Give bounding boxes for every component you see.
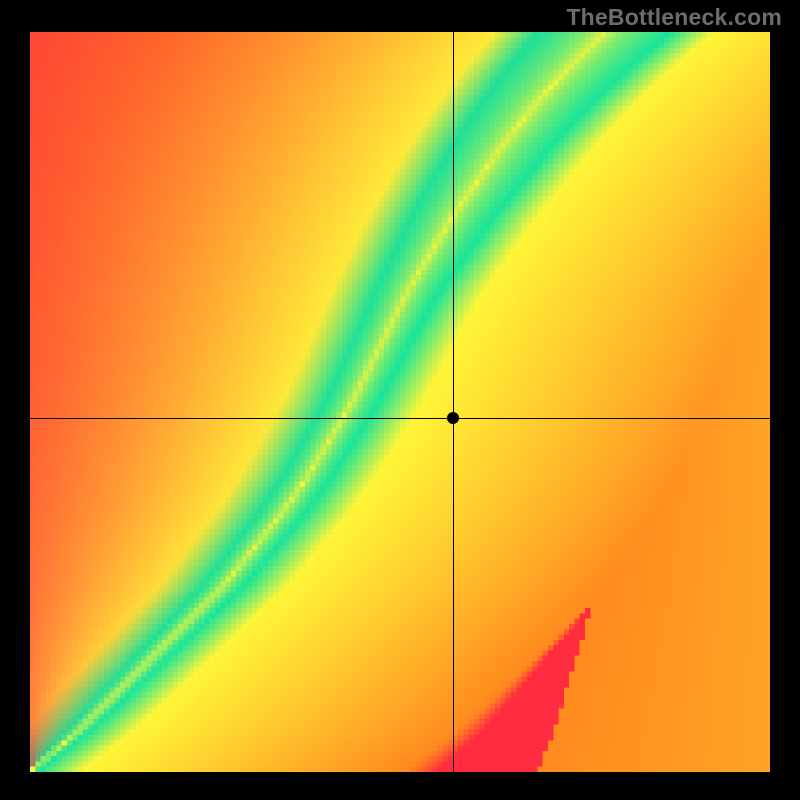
crosshair-vertical (453, 32, 454, 772)
chart-frame: TheBottleneck.com (0, 0, 800, 800)
watermark-text: TheBottleneck.com (566, 4, 782, 31)
selected-point (447, 412, 459, 424)
heatmap-plot (30, 32, 770, 772)
heatmap-canvas (30, 32, 770, 772)
crosshair-horizontal (30, 418, 770, 419)
